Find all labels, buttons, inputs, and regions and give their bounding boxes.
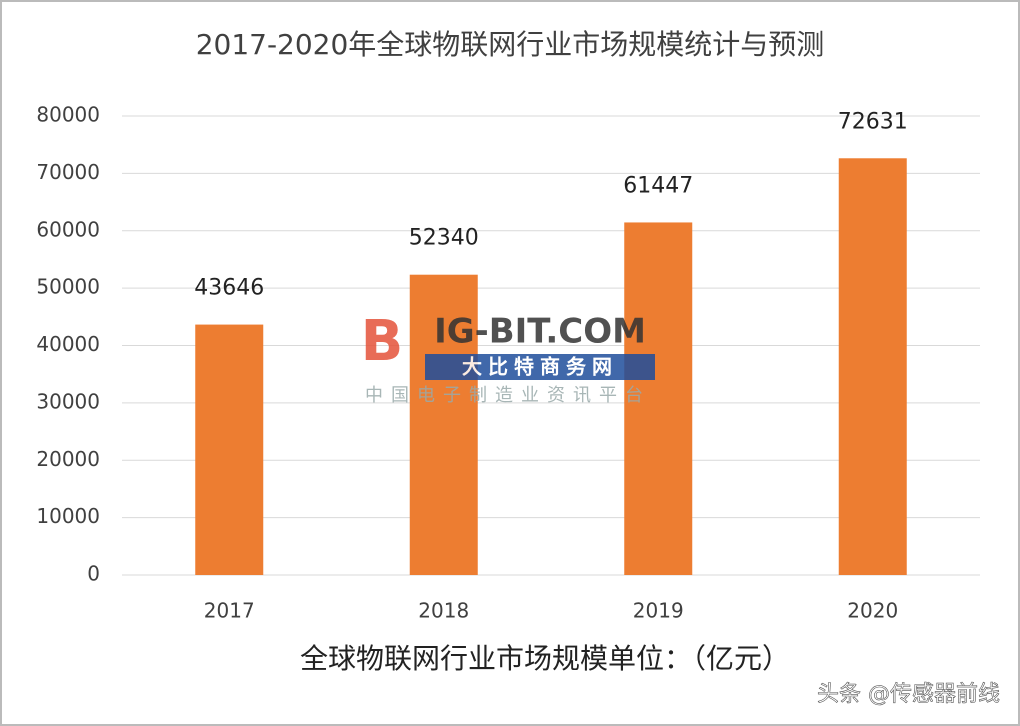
x-axis-label: 全球物联网行业市场规模单位：（亿元） — [300, 642, 790, 675]
y-tick-label: 10000 — [36, 504, 100, 528]
y-tick-label: 0 — [87, 562, 100, 586]
data-label: 52340 — [409, 226, 479, 251]
bar — [624, 222, 693, 576]
y-tick-label: 20000 — [36, 447, 100, 471]
chart-title: 2017-2020年全球物联网行业市场规模统计与预测 — [196, 28, 825, 61]
data-label: 72631 — [838, 109, 908, 134]
y-tick-label: 70000 — [36, 160, 100, 184]
y-tick-label: 50000 — [36, 275, 100, 299]
footer-credit: 头条 @传感器前线 — [817, 682, 1000, 707]
watermark-tagline: 中国电子制造业资讯平台 — [365, 385, 651, 406]
x-tick-label: 2017 — [204, 599, 255, 623]
bar — [409, 274, 478, 575]
bar — [195, 324, 264, 575]
watermark-band — [425, 354, 655, 380]
watermark-icon: B — [361, 309, 404, 374]
x-tick-label: 2019 — [633, 599, 684, 623]
y-tick-label: 80000 — [36, 103, 100, 127]
x-tick-label: 2018 — [418, 599, 469, 623]
watermark-name: 大比特商务网 — [462, 355, 618, 379]
y-tick-label: 40000 — [36, 332, 100, 356]
y-tick-label: 60000 — [36, 217, 100, 241]
watermark-logo: IG-BIT.COM — [434, 312, 646, 352]
data-label: 43646 — [194, 276, 264, 301]
y-tick-label: 30000 — [36, 389, 100, 413]
watermark: B IG-BIT.COM 大比特商务网 中国电子制造业资讯平台 — [361, 309, 655, 406]
data-label: 61447 — [623, 173, 693, 198]
x-tick-label: 2020 — [847, 599, 898, 623]
bar — [838, 158, 907, 575]
